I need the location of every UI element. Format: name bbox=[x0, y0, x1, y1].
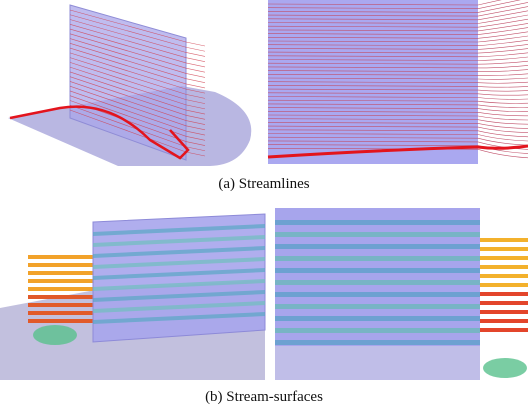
stream-surface bbox=[28, 287, 94, 291]
streamline-3d-view bbox=[8, 5, 251, 166]
vortex bbox=[33, 325, 77, 345]
stream-surface bbox=[480, 256, 528, 260]
stream-surface bbox=[275, 244, 480, 249]
figure: (a) Streamlines (b) Stream-surfaces bbox=[0, 0, 528, 412]
stream-surface bbox=[28, 319, 94, 323]
caption: (b) Stream-surfaces bbox=[205, 389, 323, 405]
stream-surface bbox=[275, 256, 480, 261]
stream-surface bbox=[28, 255, 94, 259]
stream-surface bbox=[480, 328, 528, 332]
stream-surface bbox=[480, 319, 528, 323]
stream-surface bbox=[480, 265, 528, 269]
stream-surface bbox=[28, 311, 94, 315]
stream-surface bbox=[480, 274, 528, 278]
stream-surface bbox=[275, 280, 480, 285]
stream-surface bbox=[28, 303, 94, 307]
stream-surface bbox=[28, 271, 94, 275]
vortex bbox=[483, 358, 527, 378]
stream-surface bbox=[480, 247, 528, 251]
stream-surface bbox=[28, 279, 94, 283]
stream-surface bbox=[28, 295, 94, 299]
stream-surface bbox=[480, 301, 528, 305]
stream-surface bbox=[275, 220, 480, 225]
stream-surfaces-downstream bbox=[480, 238, 528, 378]
stream-surface-front-view bbox=[275, 208, 528, 380]
vertical-plate bbox=[275, 208, 480, 346]
stream-surface-3d-view bbox=[0, 214, 265, 380]
stream-surface bbox=[480, 238, 528, 242]
stream-surface bbox=[480, 283, 528, 287]
stream-surface bbox=[275, 268, 480, 273]
stream-surface bbox=[28, 263, 94, 267]
stream-surface bbox=[275, 232, 480, 237]
caption: (a) Streamlines bbox=[218, 176, 309, 192]
stream-surface bbox=[275, 304, 480, 309]
stream-surface bbox=[480, 310, 528, 314]
stream-surface bbox=[480, 292, 528, 296]
page: {"figure": {"panels": [{"caption": "(a) … bbox=[0, 0, 528, 412]
stream-surface bbox=[275, 328, 480, 333]
stream-surface bbox=[275, 316, 480, 321]
stream-surface bbox=[275, 292, 480, 297]
stream-surface bbox=[275, 340, 480, 345]
streamline-front-view bbox=[268, 0, 528, 164]
